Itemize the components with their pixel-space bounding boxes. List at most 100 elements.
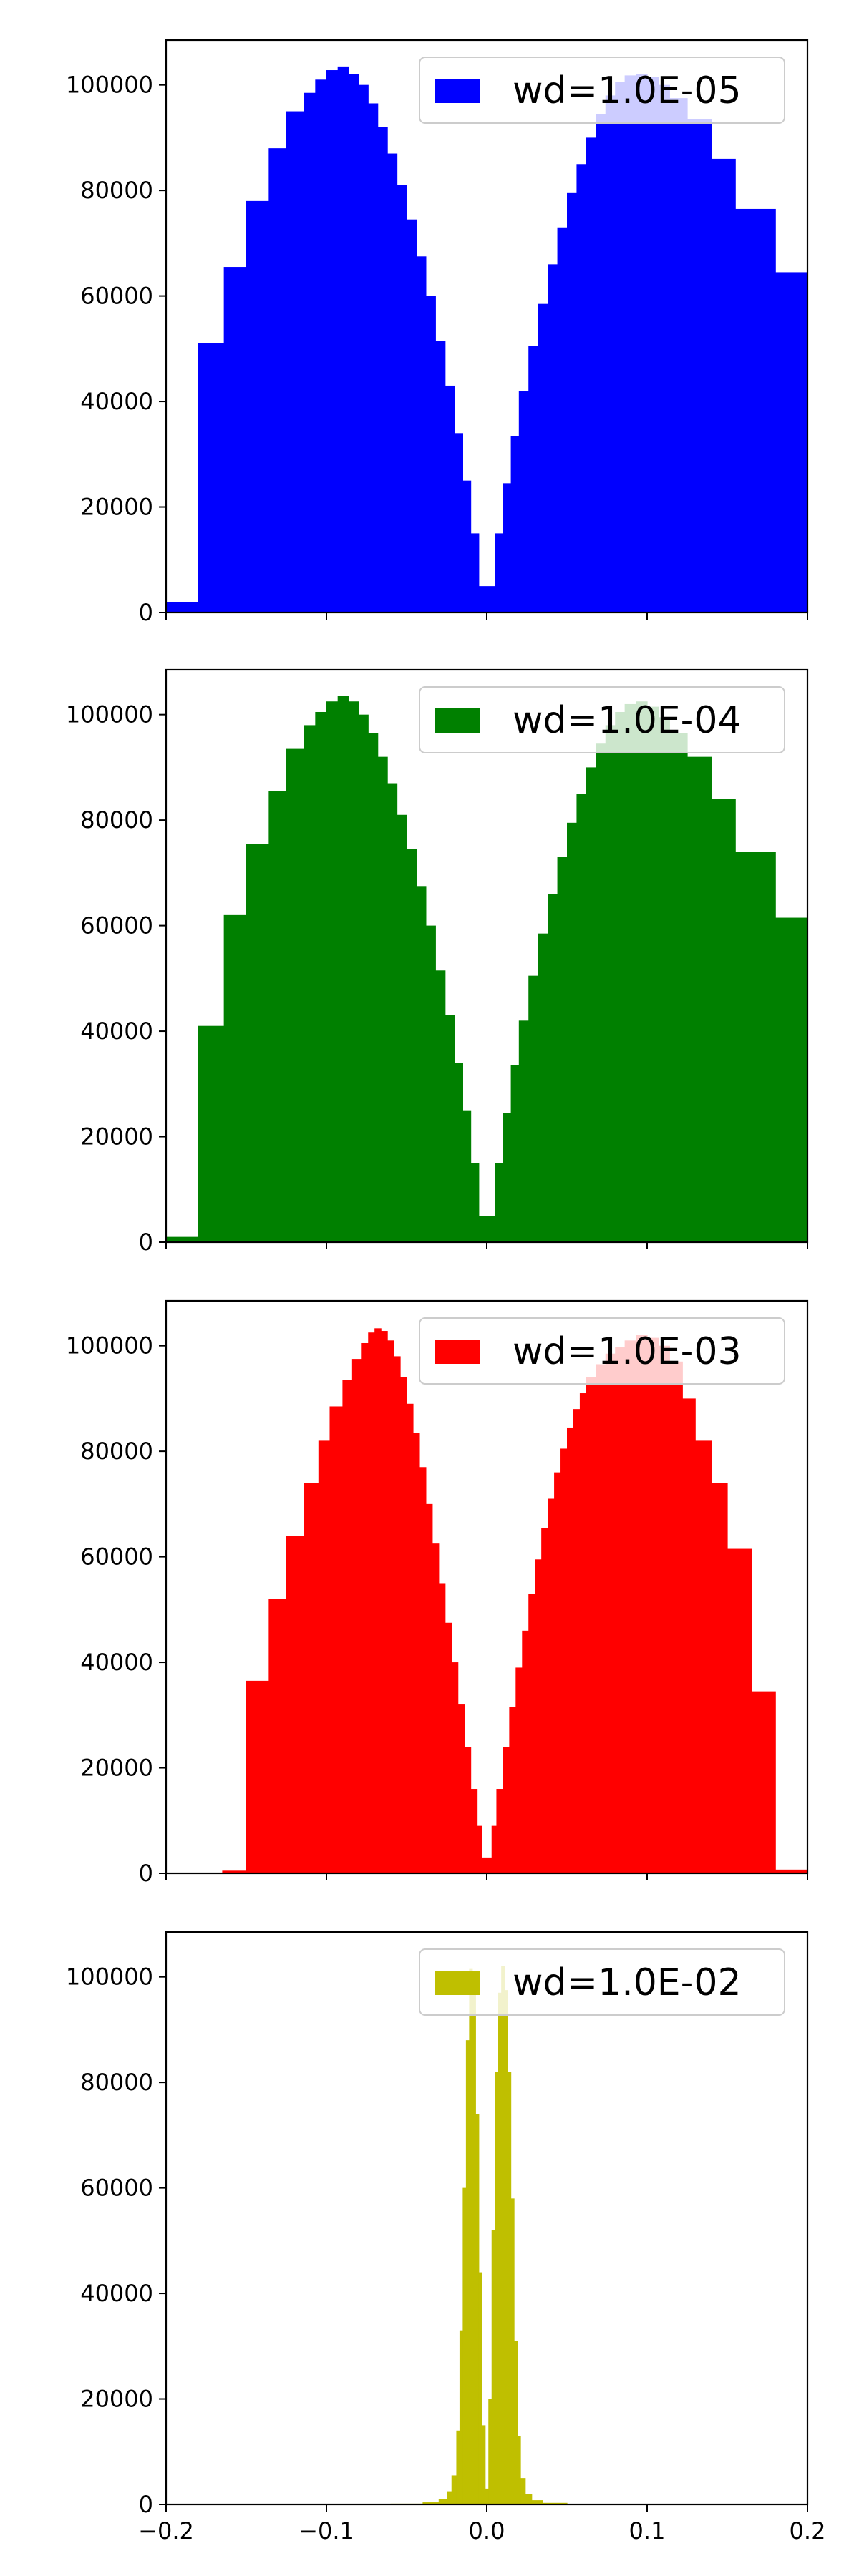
histogram-bar	[711, 799, 736, 1242]
histogram-bar	[368, 103, 379, 613]
histogram-bar	[560, 1448, 568, 1873]
histogram-bar	[579, 1393, 587, 1873]
histogram-bar	[711, 158, 736, 613]
histogram-bar	[567, 192, 578, 613]
histogram-bar	[658, 1345, 670, 1873]
chart-panel-2: 0 20000 40000 60000 80000 100000 wd=1.0E-04	[66, 668, 809, 1256]
histogram-bar	[349, 701, 359, 1242]
histogram-bar	[624, 1340, 636, 1873]
histogram-bar	[425, 925, 436, 1242]
histogram-bar	[477, 1825, 482, 1873]
y-tick-label: 80000	[80, 1438, 153, 1465]
histogram-bar	[567, 1427, 574, 1873]
histogram-bar	[528, 346, 539, 613]
legend-swatch	[435, 79, 480, 103]
histogram-bar	[400, 1377, 407, 1873]
histogram-bar	[596, 743, 606, 1242]
histogram-bar	[470, 1789, 478, 1873]
histogram-bar	[735, 852, 776, 1242]
histogram-bar	[246, 844, 269, 1242]
histogram-bar	[425, 296, 436, 613]
y-tick-label: 40000	[80, 388, 153, 415]
histogram-bar	[624, 703, 636, 1242]
y-tick-label: 40000	[80, 1018, 153, 1045]
histogram-bar	[425, 1503, 433, 1873]
histogram-bar	[326, 701, 339, 1242]
histogram-bar	[515, 1667, 523, 1873]
histogram-bar	[462, 2187, 467, 2504]
histogram-bar	[541, 1528, 548, 1873]
histogram-bar	[775, 272, 807, 613]
histogram-bar	[349, 74, 359, 613]
histogram-bar	[397, 814, 407, 1242]
histogram-bar	[495, 533, 503, 613]
histogram-bar	[528, 1594, 535, 1873]
x-tick-label: 0.1	[629, 2517, 666, 2545]
x-tick-label: 0.2	[790, 2517, 826, 2545]
histogram-bar	[669, 1361, 683, 1873]
legend-label: wd=1.0E-02	[513, 1961, 742, 2004]
y-tick-label: 0	[139, 1860, 153, 1887]
histogram-bar	[491, 2230, 495, 2504]
histogram-bar	[586, 767, 596, 1242]
histogram-bar	[435, 970, 446, 1242]
y-tick-label: 20000	[80, 494, 153, 521]
histogram-bar	[268, 1599, 287, 1873]
histogram-bar	[470, 533, 480, 613]
histogram-bar	[268, 791, 287, 1242]
histogram-bar	[487, 586, 495, 613]
histogram-bar	[166, 1236, 199, 1242]
histogram-bar	[455, 1063, 463, 1242]
histogram-bar	[647, 706, 659, 1242]
histogram-bar	[775, 917, 807, 1242]
x-tick-label: 0.0	[469, 2517, 505, 2545]
histogram-bar	[358, 714, 369, 1242]
histogram-bar	[687, 119, 712, 613]
y-tick-label: 60000	[80, 1543, 153, 1571]
histogram-bar	[615, 82, 626, 613]
histogram-bars	[166, 696, 807, 1242]
histogram-bar	[286, 748, 305, 1242]
histogram-bar	[445, 1015, 455, 1242]
histogram-bar	[695, 1440, 712, 1873]
y-tick-label: 0	[139, 2491, 153, 2518]
y-tick-label: 40000	[80, 2280, 153, 2307]
histogram-bar	[435, 341, 446, 613]
histogram-bar	[682, 1398, 696, 1873]
y-tick-label: 100000	[66, 72, 153, 99]
histogram-bar	[286, 111, 305, 613]
histogram-bar	[615, 711, 626, 1242]
histogram-bars	[222, 1328, 807, 1873]
x-tick-label: −0.1	[299, 2517, 354, 2545]
x-tick-label: −0.2	[138, 2517, 194, 2545]
histogram-bar	[407, 219, 417, 613]
histogram-bar	[438, 1583, 446, 1873]
histogram-bar	[535, 1559, 542, 1873]
histogram-bar	[445, 385, 455, 613]
histogram-bar	[451, 2475, 457, 2504]
histogram-bar	[596, 114, 606, 613]
histogram-bar	[198, 343, 225, 613]
legend-label: wd=1.0E-04	[513, 699, 742, 742]
histogram-bar	[495, 2072, 499, 2504]
legend: wd=1.0E-05	[419, 57, 785, 124]
y-tick-label: 80000	[80, 806, 153, 834]
histogram-bar	[647, 77, 659, 613]
histogram-bar	[465, 2040, 470, 2504]
histogram-bar	[397, 185, 407, 613]
histogram-bar	[538, 303, 548, 613]
histogram-bar	[485, 2488, 489, 2504]
histogram-bar	[498, 1992, 502, 2504]
histogram-bar	[416, 886, 427, 1242]
histogram-bar	[419, 1467, 427, 1873]
histogram-bar	[447, 2491, 452, 2504]
histogram-bar	[469, 1968, 473, 2504]
histogram-bar	[482, 1857, 487, 1873]
legend-box	[419, 57, 785, 124]
y-tick-label: 0	[139, 1229, 153, 1256]
histogram-bar	[432, 1543, 440, 1873]
histogram-bar	[658, 717, 670, 1242]
histogram-bar	[548, 1498, 555, 1873]
legend-label: wd=1.0E-05	[513, 69, 742, 112]
histogram-bar	[504, 1990, 508, 2504]
